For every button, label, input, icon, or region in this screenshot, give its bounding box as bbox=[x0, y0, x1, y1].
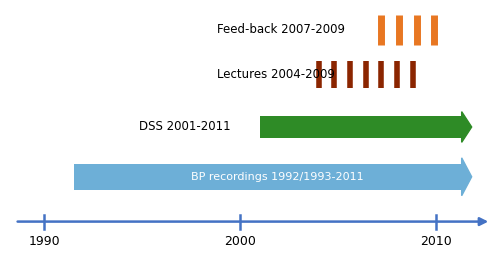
Text: 2000: 2000 bbox=[224, 235, 256, 248]
Text: 1990: 1990 bbox=[28, 235, 60, 248]
FancyArrow shape bbox=[462, 112, 471, 142]
Text: 2010: 2010 bbox=[420, 235, 452, 248]
Bar bbox=[74, 164, 462, 190]
FancyArrow shape bbox=[462, 158, 471, 196]
Text: DSS 2001-2011: DSS 2001-2011 bbox=[139, 120, 230, 134]
Bar bbox=[260, 116, 462, 138]
Text: BP recordings 1992/1993-2011: BP recordings 1992/1993-2011 bbox=[191, 172, 364, 182]
Text: Lectures 2004-2009: Lectures 2004-2009 bbox=[216, 68, 334, 81]
Text: Feed-back 2007-2009: Feed-back 2007-2009 bbox=[216, 23, 344, 36]
